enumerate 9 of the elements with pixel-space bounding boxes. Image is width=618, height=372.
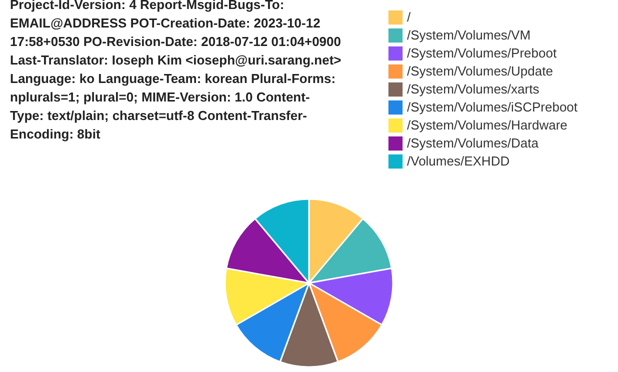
legend-label: /System/Volumes/xarts [407, 82, 540, 96]
legend-label: / [407, 10, 411, 24]
legend-label: /System/Volumes/Hardware [407, 118, 568, 132]
legend-label: /Volumes/EXHDD [407, 154, 510, 168]
legend-label: /System/Volumes/iSCPreboot [407, 100, 578, 114]
legend-label: /System/Volumes/Update [407, 64, 553, 78]
legend-label: /System/Volumes/VM [407, 28, 531, 42]
legend-label: /System/Volumes/Data [407, 136, 540, 150]
legend-label: /System/Volumes/Preboot [407, 46, 557, 60]
